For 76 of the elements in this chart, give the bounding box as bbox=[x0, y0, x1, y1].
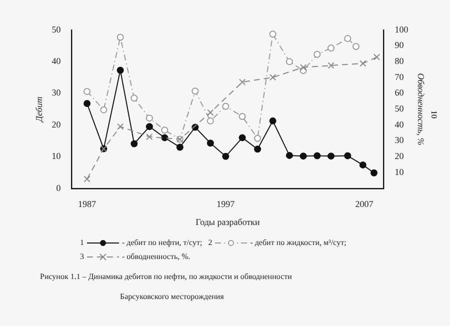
point bbox=[300, 152, 307, 160]
point bbox=[222, 102, 230, 110]
point bbox=[269, 30, 276, 38]
point bbox=[146, 114, 153, 122]
y2-tick-label: 10 bbox=[394, 166, 404, 177]
point bbox=[269, 117, 276, 124]
point bbox=[328, 152, 335, 160]
y-axis-title: Дебит bbox=[34, 96, 44, 123]
point bbox=[100, 106, 108, 114]
y2-tick-label: 70 bbox=[394, 72, 404, 82]
point bbox=[269, 74, 276, 81]
text: 10 bbox=[430, 110, 438, 118]
point bbox=[328, 44, 335, 52]
point bbox=[161, 126, 168, 134]
y2-tick-label: 20 bbox=[394, 151, 404, 162]
point bbox=[314, 152, 321, 160]
point bbox=[84, 88, 91, 95]
y2-tick-label: 50 bbox=[394, 104, 404, 114]
point bbox=[116, 123, 124, 130]
point bbox=[286, 152, 293, 159]
y-tick-label: 30 bbox=[52, 88, 62, 98]
y-tick-label: 0 bbox=[56, 182, 62, 193]
point bbox=[238, 78, 246, 86]
point bbox=[344, 35, 352, 42]
point bbox=[344, 152, 352, 160]
x-tick-label: 1987 bbox=[78, 199, 97, 210]
legend-label: - обводненность, %. bbox=[122, 252, 190, 261]
point bbox=[207, 109, 214, 116]
point bbox=[238, 134, 246, 142]
point bbox=[254, 134, 262, 142]
point bbox=[206, 117, 214, 124]
y2-axis-title: Обводненность, % bbox=[416, 73, 426, 146]
y2-tick-label: 40 bbox=[394, 119, 404, 130]
text: 3 bbox=[80, 252, 84, 261]
y-tick-label: 10 bbox=[52, 151, 62, 162]
y2-tick-label: 100 bbox=[394, 24, 409, 34]
point bbox=[360, 60, 366, 67]
point bbox=[370, 169, 378, 176]
point bbox=[286, 58, 293, 66]
text: 1 bbox=[80, 238, 84, 247]
point bbox=[116, 66, 124, 74]
text: Барсуковского месторождения bbox=[120, 292, 224, 301]
point bbox=[222, 152, 230, 160]
point bbox=[254, 146, 262, 153]
y-tick-label: 50 bbox=[52, 24, 62, 34]
point bbox=[206, 140, 214, 147]
legend-label: - дебит по нефти, т/сут; bbox=[122, 238, 202, 247]
y2-tick-label: 80 bbox=[394, 56, 404, 66]
point bbox=[161, 134, 168, 142]
x-tick-label: 2007 bbox=[355, 199, 374, 210]
y-tick-label: 20 bbox=[52, 119, 62, 130]
point bbox=[238, 112, 246, 120]
point bbox=[176, 144, 184, 151]
point bbox=[359, 161, 366, 168]
point bbox=[130, 94, 138, 102]
y2-tick-label: 30 bbox=[394, 135, 404, 146]
text: 2 bbox=[208, 238, 212, 247]
point bbox=[84, 100, 91, 107]
point bbox=[352, 42, 360, 50]
point bbox=[192, 88, 199, 95]
point bbox=[373, 54, 380, 60]
point bbox=[146, 123, 153, 130]
x-tick-label: 1997 bbox=[216, 199, 236, 210]
text: Рисунок 1.1 – Динамика дебитов по нефти, по жидкости и обводненности bbox=[40, 272, 292, 281]
point bbox=[84, 176, 90, 182]
point bbox=[146, 133, 153, 140]
x-axis-title: Годы разработки bbox=[196, 216, 260, 227]
point bbox=[300, 64, 307, 71]
y2-tick-label: 60 bbox=[394, 88, 404, 98]
point bbox=[116, 34, 124, 41]
point bbox=[130, 140, 138, 148]
point bbox=[328, 62, 334, 69]
point bbox=[314, 50, 321, 58]
legend-label: - дебит по жидкости, м³/сут; bbox=[250, 238, 346, 247]
y2-tick-label: 90 bbox=[394, 40, 404, 50]
y-tick-label: 40 bbox=[52, 56, 62, 66]
